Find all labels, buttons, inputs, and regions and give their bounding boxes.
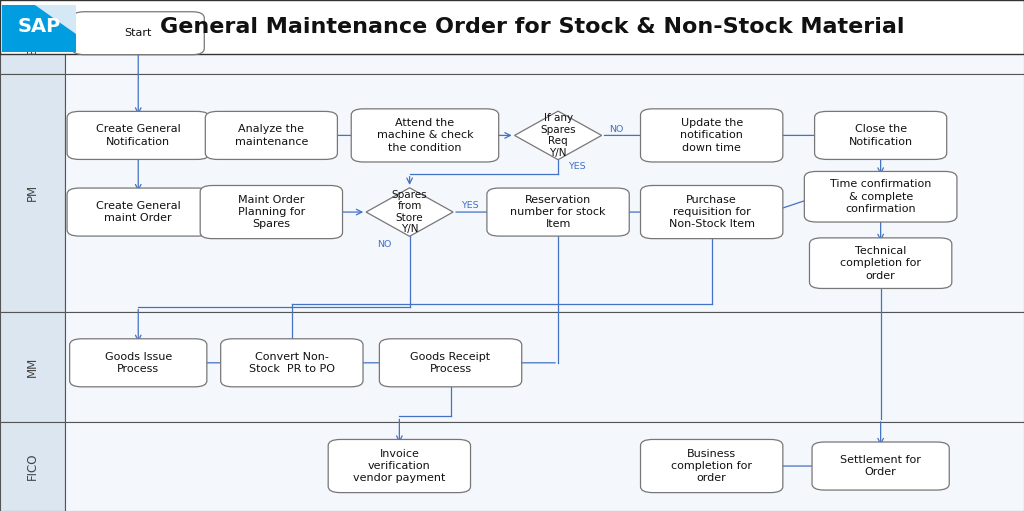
Bar	[0, 0, 1024, 54]
FancyBboxPatch shape	[641, 439, 782, 493]
FancyBboxPatch shape	[487, 188, 629, 236]
Text: NO: NO	[608, 125, 624, 134]
Text: FICO: FICO	[26, 453, 39, 480]
FancyBboxPatch shape	[201, 185, 342, 239]
Text: If any
Spares
Req
Y/N: If any Spares Req Y/N	[541, 113, 575, 158]
Polygon shape	[367, 188, 453, 236]
Text: YES: YES	[461, 201, 478, 211]
FancyBboxPatch shape	[328, 439, 471, 493]
FancyBboxPatch shape	[379, 339, 522, 387]
Text: Reservation
number for stock
Item: Reservation number for stock Item	[510, 195, 606, 229]
Text: MM: MM	[26, 357, 39, 377]
Text: General Maintenance Order for Stock & Non-Stock Material: General Maintenance Order for Stock & No…	[160, 17, 905, 37]
Text: Close the
Notification: Close the Notification	[849, 124, 912, 147]
FancyBboxPatch shape	[70, 339, 207, 387]
Text: Maint Order
Planning for
Spares: Maint Order Planning for Spares	[238, 195, 305, 229]
Text: Create General
maint Order: Create General maint Order	[96, 201, 180, 223]
Bar	[65, 312, 1024, 422]
FancyBboxPatch shape	[641, 185, 782, 239]
Text: YES: YES	[567, 162, 586, 171]
Text: PM: PM	[26, 184, 39, 201]
Text: Create General
Notification: Create General Notification	[96, 124, 180, 147]
FancyBboxPatch shape	[812, 442, 949, 490]
FancyBboxPatch shape	[815, 111, 946, 159]
Text: Technical
completion for
order: Technical completion for order	[840, 246, 922, 281]
Text: Goods Receipt
Process: Goods Receipt Process	[411, 352, 490, 374]
Text: Invoice
verification
vendor payment: Invoice verification vendor payment	[353, 449, 445, 483]
FancyBboxPatch shape	[68, 111, 210, 159]
FancyBboxPatch shape	[351, 109, 499, 162]
Bar	[65, 422, 1024, 511]
Text: Analyze the
maintenance: Analyze the maintenance	[234, 124, 308, 147]
Polygon shape	[515, 111, 602, 159]
Text: Spares
from
Store
Y/N: Spares from Store Y/N	[392, 190, 427, 235]
Text: Goods Issue
Process: Goods Issue Process	[104, 352, 172, 374]
Text: Start: Start	[125, 28, 152, 38]
Text: Convert Non-
Stock  PR to PO: Convert Non- Stock PR to PO	[249, 352, 335, 374]
FancyBboxPatch shape	[68, 188, 210, 236]
FancyBboxPatch shape	[641, 109, 782, 162]
Polygon shape	[35, 5, 76, 34]
Text: NO: NO	[377, 240, 391, 248]
FancyBboxPatch shape	[809, 238, 952, 288]
Bar	[0, 74, 65, 312]
Text: Event: Event	[26, 20, 39, 54]
Text: Attend the
machine & check
the condition: Attend the machine & check the condition	[377, 118, 473, 153]
Bar	[65, 0, 1024, 74]
FancyBboxPatch shape	[220, 339, 362, 387]
Text: Purchase
requisition for
Non-Stock Item: Purchase requisition for Non-Stock Item	[669, 195, 755, 229]
Text: Update the
notification
down time: Update the notification down time	[680, 118, 743, 153]
Text: Business
completion for
order: Business completion for order	[671, 449, 753, 483]
Text: Settlement for
Order: Settlement for Order	[841, 455, 921, 477]
Text: Time confirmation
& complete
confirmation: Time confirmation & complete confirmatio…	[830, 179, 931, 214]
Bar	[2, 5, 76, 52]
Bar	[65, 74, 1024, 312]
FancyBboxPatch shape	[73, 12, 205, 55]
Bar	[0, 422, 65, 511]
Bar	[0, 312, 65, 422]
Text: SAP: SAP	[17, 17, 60, 36]
FancyBboxPatch shape	[805, 172, 956, 222]
FancyBboxPatch shape	[205, 111, 338, 159]
Bar	[0, 0, 65, 74]
